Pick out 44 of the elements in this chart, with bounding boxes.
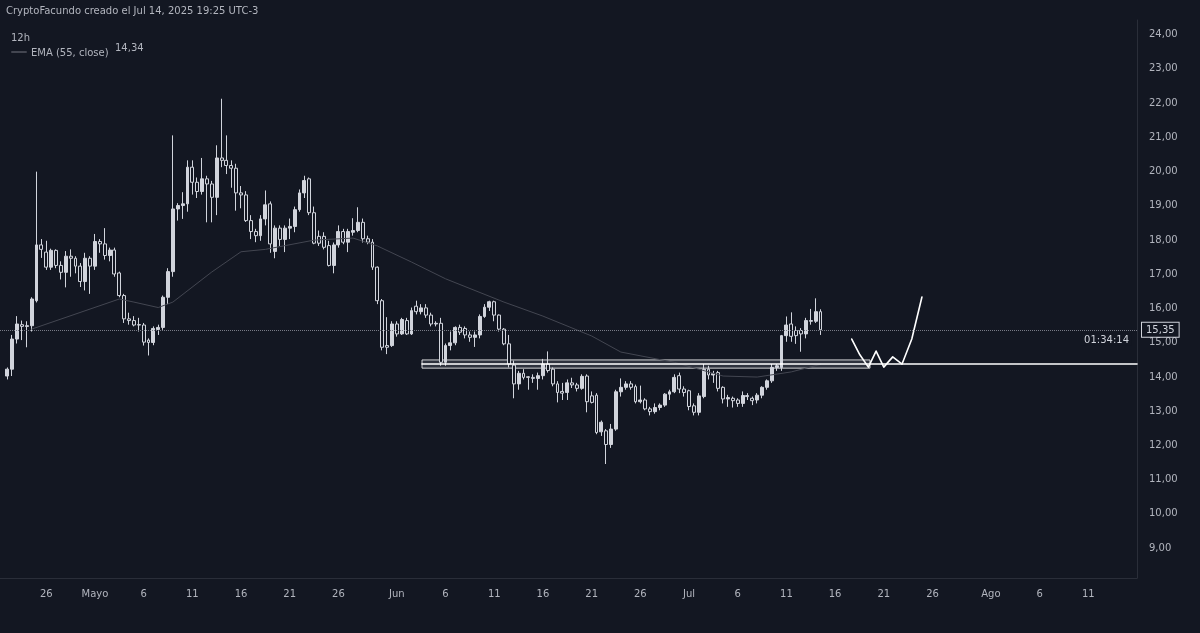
x-tick-label: 6 [140,587,147,599]
y-tick-label: 13,00 [1149,404,1178,416]
x-tick-label: 6 [734,587,741,599]
legend-label: EMA (55, close) [31,46,109,58]
x-tick-label: Jul [681,587,696,599]
text: CryptoFacundo creado el Jul 14, 2025 19:25 UTC-3 [6,4,259,16]
x-tick-label: Jun [388,587,405,599]
annotation: 01:34:14 [1084,334,1130,346]
y-tick-label: 12,00 [1149,438,1178,450]
x-tick-label: 11 [780,587,793,599]
x-tick-label: 6 [1036,587,1043,599]
y-tick-label: 21,00 [1149,130,1178,142]
x-tick-label: 21 [877,587,891,599]
x-tick-label: 26 [633,587,647,599]
x-tick-label: Ago [981,587,1001,599]
x-tick-label: 16 [828,587,842,599]
x-tick-label: 16 [234,587,248,599]
x-tick-label: 21 [585,587,598,599]
y-tick-label: 18,00 [1149,233,1178,245]
x-tick-label: 21 [283,587,297,599]
x-tick-label: 16 [536,587,550,599]
x-tick-label: 6 [442,587,449,599]
y-tick-label: 19,00 [1149,199,1178,211]
y-tick-label: 16,00 [1149,302,1178,314]
y-tick-label: 20,00 [1149,165,1178,177]
x-tick-label: 26 [39,587,53,599]
x-tick-label: 26 [332,587,345,599]
y-tick-label: 22,00 [1149,96,1178,108]
y-tick-label: 10,00 [1149,507,1178,519]
x-tick-label: 11 [1081,587,1095,599]
annotation: 14,34 [115,41,144,53]
ref-line-label: 15,35 [1146,324,1175,336]
x-tick-label: Mayo [81,587,109,599]
x-tick-label: 11 [487,587,501,599]
text: 12h [11,31,31,43]
y-tick-label: 9,00 [1149,541,1172,553]
y-tick-label: 11,00 [1149,473,1178,485]
y-tick-label: 24,00 [1149,28,1178,40]
y-tick-label: 23,00 [1149,62,1178,74]
x-tick-label: 11 [185,587,199,599]
y-tick-label: 17,00 [1149,267,1178,279]
y-tick-label: 15,00 [1149,336,1178,348]
x-tick-label: 26 [926,587,939,599]
y-tick-label: 14,00 [1149,370,1178,382]
